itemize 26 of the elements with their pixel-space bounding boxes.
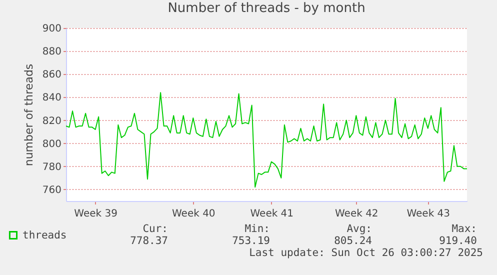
- x-tick-label: Week 41: [250, 208, 294, 220]
- text: Avg:: [346, 223, 372, 235]
- x-tick-label: Week 39: [74, 208, 118, 220]
- x-tick-label: Week 43: [406, 208, 450, 220]
- x-tick-label: Week 40: [172, 208, 216, 220]
- text: 753.19: [232, 235, 270, 247]
- chart-title: Number of threads - by month: [168, 1, 366, 16]
- text: Last update: Sun Oct 26 03:00:27 2025: [249, 247, 483, 259]
- y-tick-label: 840: [42, 92, 62, 104]
- y-tick-label: 780: [42, 162, 62, 173]
- y-tick-label: 820: [42, 116, 62, 127]
- y-tick-label: 880: [42, 46, 62, 58]
- text: 778.37: [130, 235, 168, 247]
- legend-label: threads: [22, 229, 67, 242]
- text: 919.40: [439, 235, 477, 247]
- text: 805.24: [334, 235, 372, 247]
- y-tick-label: 860: [42, 70, 62, 81]
- y-tick-label: 800: [42, 138, 62, 150]
- text: Cur:: [142, 223, 168, 235]
- text: Min:: [244, 223, 270, 235]
- y-axis-title: number of threads: [22, 64, 36, 166]
- y-tick-label: 760: [42, 184, 62, 196]
- line-series: [66, 92, 467, 188]
- y-tick-label: 900: [42, 24, 62, 34]
- text: Max:: [452, 223, 477, 235]
- x-tick-label: Week 42: [335, 208, 378, 220]
